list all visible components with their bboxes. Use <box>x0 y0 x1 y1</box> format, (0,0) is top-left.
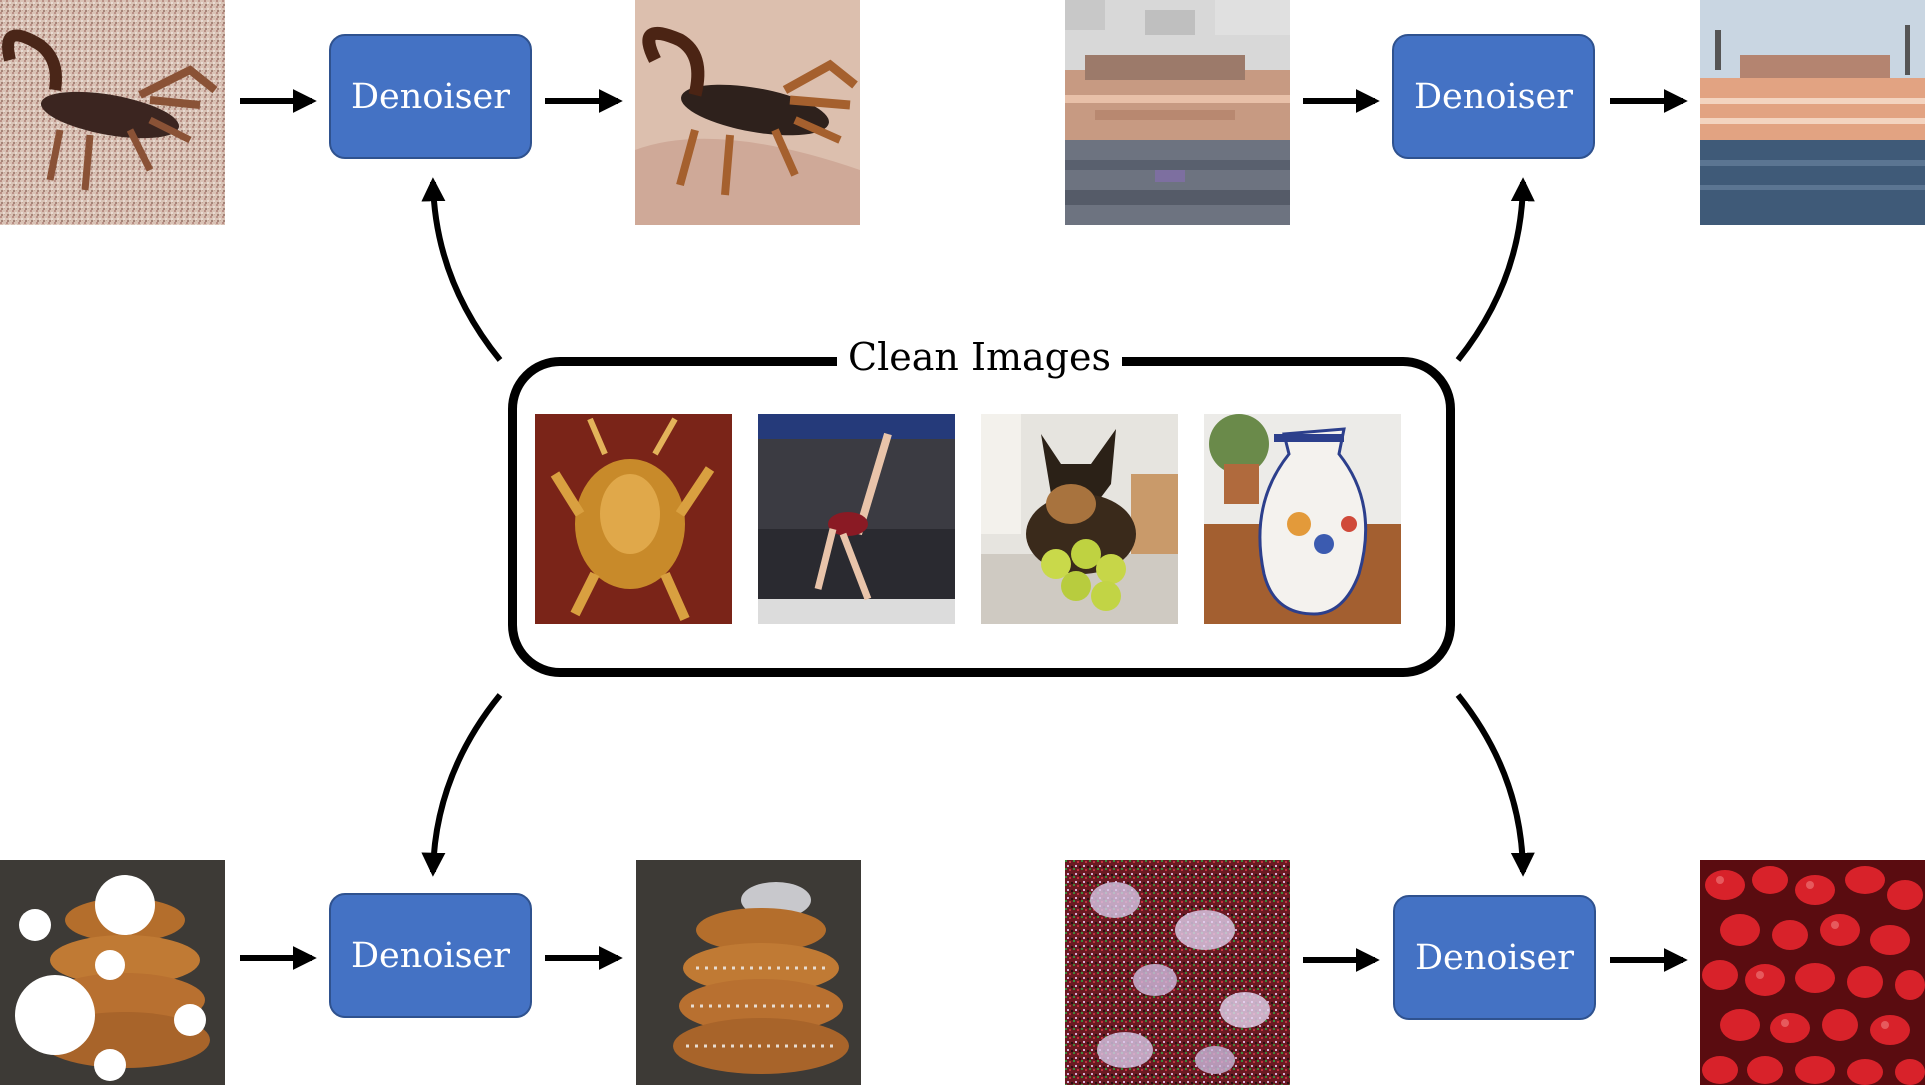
denoiser-block: Denoiser <box>1393 895 1596 1020</box>
clean-scorpion-image <box>635 0 860 225</box>
denoiser-block: Denoiser <box>329 893 532 1018</box>
clean-ferry-image <box>1700 0 1925 225</box>
compressed-ferry-image <box>1065 0 1290 225</box>
clean-images-title: Clean Images <box>837 330 1122 384</box>
lobster-image <box>535 414 732 624</box>
noisy-scorpion-image <box>0 0 225 225</box>
noisy-pomegranate-image <box>1065 860 1290 1085</box>
arrow-clean-images-to-bottom-right-denoiser <box>1455 693 1535 877</box>
gymnast-image <box>758 414 955 624</box>
arrow-clean-images-to-top-right-denoiser <box>1455 177 1535 362</box>
denoiser-block: Denoiser <box>329 34 532 159</box>
arrow-clean-images-to-top-left-denoiser <box>421 177 503 362</box>
clean-pretzel-image <box>636 860 861 1085</box>
clean-pomegranate-image <box>1700 860 1925 1085</box>
arrow-clean-images-to-bottom-left-denoiser <box>421 693 503 877</box>
denoiser-block: Denoiser <box>1392 34 1595 159</box>
dog-with-tennis-balls-image <box>981 414 1178 624</box>
masked-pretzel-image <box>0 860 225 1085</box>
vase-image <box>1204 414 1401 624</box>
